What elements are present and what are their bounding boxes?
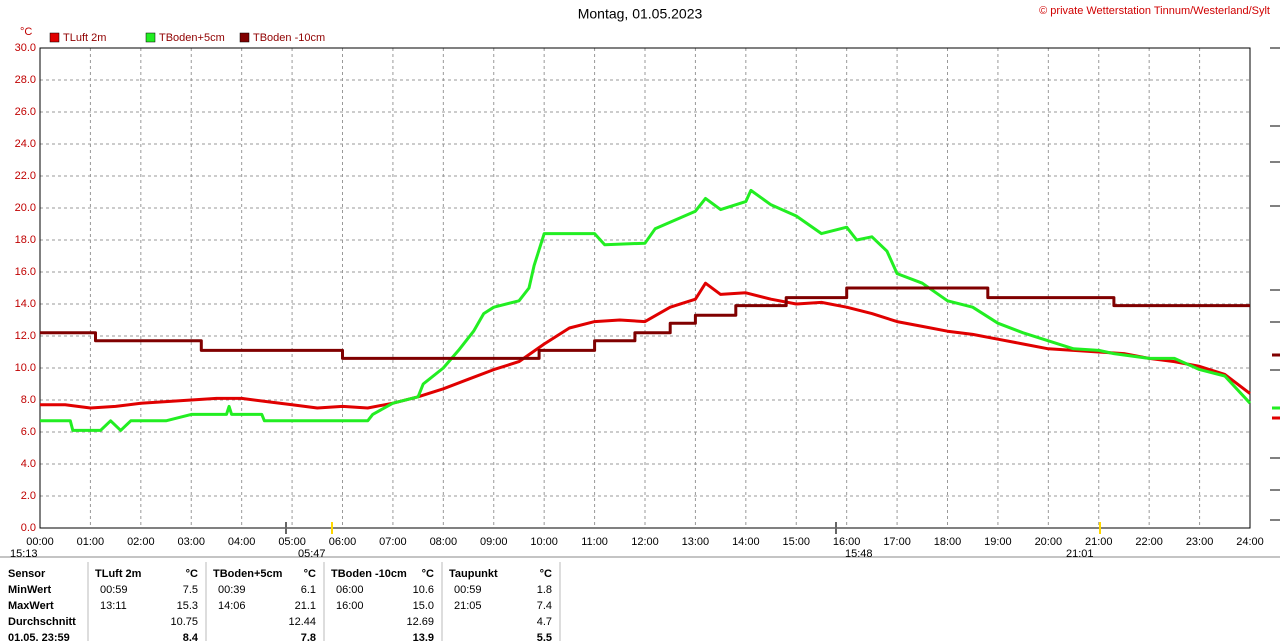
y-tick-label: 18.0 xyxy=(15,234,36,246)
table-header: °C xyxy=(186,568,198,580)
y-tick-label: 0.0 xyxy=(21,522,36,534)
x-tick-label: 18:00 xyxy=(934,536,962,548)
table-header: Taupunkt xyxy=(449,568,498,580)
y-tick-label: 20.0 xyxy=(15,202,36,214)
table-header: °C xyxy=(304,568,316,580)
x-tick-label: 11:00 xyxy=(581,536,608,548)
table-header: °C xyxy=(422,568,434,580)
table-header: TBoden -10cm xyxy=(331,568,407,580)
table-header: TBoden+5cm xyxy=(213,568,283,580)
table-cell: 12.44 xyxy=(288,616,316,628)
table-cell: 01.05. 23:59 xyxy=(8,632,70,641)
table-cell: 00:39 xyxy=(218,584,246,596)
x-tick-label: 09:00 xyxy=(480,536,508,548)
table-cell: 8.4 xyxy=(183,632,199,641)
y-tick-label: 10.0 xyxy=(15,362,36,374)
table-cell: 4.7 xyxy=(537,616,552,628)
y-tick-label: 28.0 xyxy=(15,74,36,86)
x-tick-label: 05:00 xyxy=(278,536,306,548)
table-cell: 15.3 xyxy=(177,600,198,612)
table-cell: 7.5 xyxy=(183,584,198,596)
x-tick-label: 10:00 xyxy=(530,536,558,548)
table-cell: 15.0 xyxy=(413,600,434,612)
table-cell: 06:00 xyxy=(336,584,364,596)
table-cell: 7.8 xyxy=(301,632,316,641)
y-tick-label: 12.0 xyxy=(15,330,36,342)
table-cell: 00:59 xyxy=(454,584,482,596)
table-cell: MaxWert xyxy=(8,600,54,612)
table-cell: 00:59 xyxy=(100,584,128,596)
legend-label: TBoden -10cm xyxy=(253,32,325,44)
y-tick-label: 4.0 xyxy=(21,458,36,470)
astro-time: 21:01 xyxy=(1066,548,1094,560)
x-tick-label: 03:00 xyxy=(177,536,205,548)
y-tick-label: 26.0 xyxy=(15,106,36,118)
table-cell: 6.1 xyxy=(301,584,316,596)
table-cell: 1.8 xyxy=(537,584,552,596)
x-tick-label: 08:00 xyxy=(430,536,458,548)
y-tick-label: 14.0 xyxy=(15,298,36,310)
plot-border xyxy=(39,47,1251,529)
table-header: °C xyxy=(540,568,552,580)
table-cell: 21:05 xyxy=(454,600,482,612)
table-cell: 7.4 xyxy=(537,600,552,612)
y-tick-label: 6.0 xyxy=(21,426,36,438)
x-tick-label: 04:00 xyxy=(228,536,256,548)
table-cell: 10.6 xyxy=(413,584,434,596)
legend-label: TBoden+5cm xyxy=(159,32,225,44)
right-scale xyxy=(1270,47,1280,521)
x-tick-label: 01:00 xyxy=(77,536,105,548)
astro-time: 15:48 xyxy=(845,548,873,560)
y-tick-label: 8.0 xyxy=(21,394,36,406)
legend-swatch xyxy=(239,32,250,43)
legend-label: TLuft 2m xyxy=(63,32,106,44)
x-tick-label: 22:00 xyxy=(1135,536,1163,548)
line xyxy=(40,286,1250,360)
x-tick-label: 20:00 xyxy=(1035,536,1063,548)
copyright: © private Wetterstation Tinnum/Westerlan… xyxy=(1039,5,1270,17)
y-tick-label: 16.0 xyxy=(15,266,36,278)
x-tick-label: 15:00 xyxy=(782,536,810,548)
y-tick-label: 24.0 xyxy=(15,138,36,150)
table-cell: MinWert xyxy=(8,584,52,596)
x-tick-label: 06:00 xyxy=(329,536,357,548)
table-cell: 16:00 xyxy=(336,600,364,612)
x-tick-label: 23:00 xyxy=(1186,536,1214,548)
legend-swatch xyxy=(145,32,156,43)
y-tick-label: 22.0 xyxy=(15,170,36,182)
chart-title: Montag, 01.05.2023 xyxy=(578,6,703,22)
x-tick-label: 00:00 xyxy=(26,536,54,548)
y-unit: °C xyxy=(20,26,32,38)
table-cell: 14:06 xyxy=(218,600,246,612)
astro-time: 15:13 xyxy=(10,548,38,560)
x-tick-label: 12:00 xyxy=(631,536,659,548)
y-tick-label: 2.0 xyxy=(21,490,36,502)
line xyxy=(40,281,1251,410)
table-header: Sensor xyxy=(8,568,46,580)
x-tick-label: 13:00 xyxy=(682,536,710,548)
x-tick-label: 02:00 xyxy=(127,536,155,548)
table-header: TLuft 2m xyxy=(95,568,142,580)
line xyxy=(40,188,1252,432)
x-tick-label: 24:00 xyxy=(1236,536,1264,548)
x-tick-label: 16:00 xyxy=(833,536,861,548)
table-cell: Durchschnitt xyxy=(8,616,76,628)
table-cell: 12.69 xyxy=(406,616,434,628)
x-tick-label: 14:00 xyxy=(732,536,760,548)
legend-swatch xyxy=(49,32,60,43)
table-cell: 21.1 xyxy=(295,600,316,612)
x-tick-label: 19:00 xyxy=(984,536,1012,548)
table-cell: 13.9 xyxy=(413,632,434,641)
table-cell: 5.5 xyxy=(537,632,552,641)
table-cell: 10.75 xyxy=(170,616,198,628)
x-tick-label: 07:00 xyxy=(379,536,407,548)
y-tick-label: 30.0 xyxy=(15,42,36,54)
astro-time: 05:47 xyxy=(298,548,326,560)
x-tick-label: 21:00 xyxy=(1085,536,1113,548)
table-cell: 13:11 xyxy=(100,600,127,612)
x-tick-label: 17:00 xyxy=(883,536,911,548)
